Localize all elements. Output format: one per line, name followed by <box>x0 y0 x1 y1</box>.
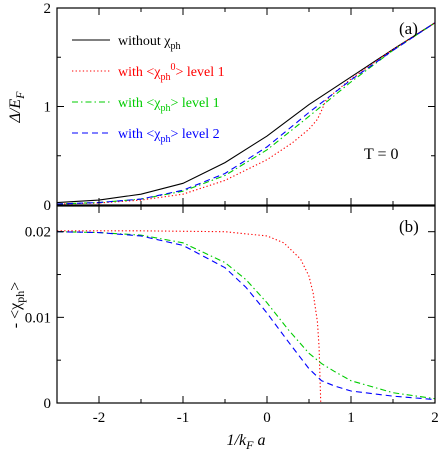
series-line <box>56 231 436 400</box>
y-axis-title: - <χph> <box>7 282 27 328</box>
x-tick-label: 1 <box>347 410 355 426</box>
y-tick-label: 0 <box>44 396 52 412</box>
series-line <box>56 231 436 401</box>
y-axis-title: Δ/EF <box>7 91 27 124</box>
legend-label: with <χph0> level 1 <box>118 62 225 83</box>
y-tick-label: 0.02 <box>25 225 51 241</box>
panel-b <box>56 205 436 404</box>
legend-label: without χph <box>118 34 181 52</box>
x-tick-label: -1 <box>177 410 190 426</box>
series-line <box>57 230 322 404</box>
panel-label: (a) <box>399 19 418 38</box>
panel-a <box>56 7 436 206</box>
y-tick-label: 1 <box>44 100 52 116</box>
y-tick-label: 0.01 <box>25 310 51 326</box>
series-line <box>56 22 436 204</box>
series-line <box>56 22 436 205</box>
x-tick-label: 0 <box>263 410 271 426</box>
x-tick-label: 2 <box>431 410 439 426</box>
plot-frame <box>56 7 436 206</box>
y-tick-label: 0 <box>44 198 52 214</box>
legend-label: with <χph> level 1 <box>118 96 220 114</box>
series-line <box>56 22 436 205</box>
panel-label: (b) <box>399 217 419 236</box>
legend-label: with <χph> level 2 <box>118 127 220 145</box>
plot-frame <box>56 205 436 404</box>
series-line <box>56 22 436 205</box>
y-tick-label: 2 <box>44 1 52 17</box>
x-axis-title: 1/kF a <box>227 432 266 449</box>
annotation: T = 0 <box>364 146 399 163</box>
x-tick-label: -2 <box>93 410 106 426</box>
